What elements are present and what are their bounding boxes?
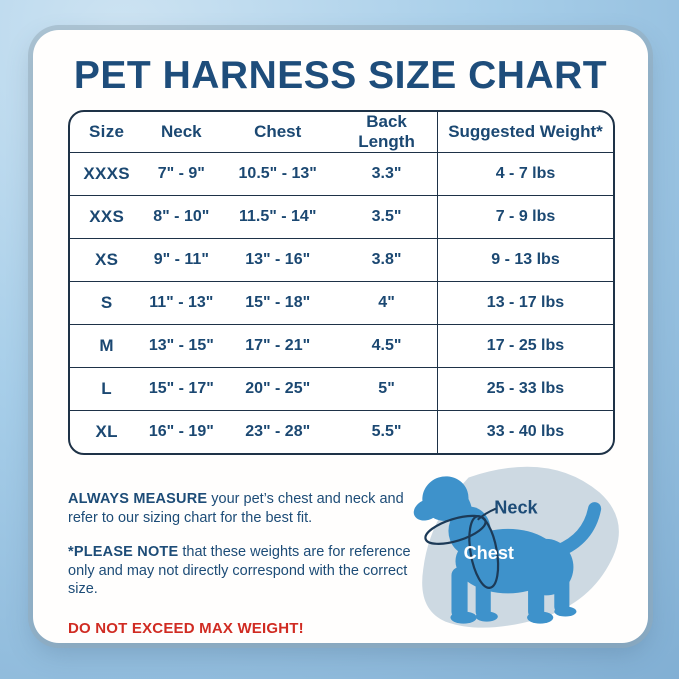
neck-label-pointer bbox=[477, 507, 497, 521]
table-row: S 11" - 13" 15" - 18" 4" 13 - 17 lbs bbox=[70, 281, 613, 324]
chest-cell: 13" - 16" bbox=[245, 251, 311, 268]
chest-cell: 15" - 18" bbox=[245, 294, 311, 311]
neck-cell: 9" - 11" bbox=[153, 251, 209, 268]
neck-cell: 7" - 9" bbox=[157, 165, 205, 182]
weight-cell: 33 - 40 lbs bbox=[437, 411, 613, 453]
back-length-cell: 5.5" bbox=[371, 423, 402, 440]
neck-cell: 13" - 15" bbox=[148, 337, 214, 354]
notes-section: ALWAYS MEASURE your pet’s chest and neck… bbox=[68, 490, 418, 654]
chest-cell: 10.5" - 13" bbox=[238, 165, 317, 182]
size-cell: M bbox=[99, 336, 114, 355]
weight-cell: 9 - 13 lbs bbox=[437, 239, 613, 281]
size-chart-card: PET HARNESS SIZE CHART Size Neck Chest B… bbox=[33, 30, 648, 643]
size-cell: XXXS bbox=[83, 164, 130, 183]
table-header-row: Size Neck Chest Back Length Suggested We… bbox=[70, 112, 613, 152]
dog-measurement-diagram: Neck Chest bbox=[413, 466, 619, 628]
note-please-note-text: that these weights are for reference onl… bbox=[68, 543, 411, 598]
back-length-cell: 5" bbox=[378, 380, 395, 397]
table-row: XXS 8" - 10" 11.5" - 14" 3.5" 7 - 9 lbs bbox=[70, 195, 613, 238]
column-header-suggested-weight: Suggested Weight* bbox=[437, 112, 613, 152]
weight-cell: 17 - 25 lbs bbox=[437, 325, 613, 367]
chest-label: Chest bbox=[464, 543, 514, 563]
neck-cell: 11" - 13" bbox=[149, 294, 214, 311]
chest-cell: 20" - 25" bbox=[245, 380, 311, 397]
note-always-measure-text: your pet’s chest and neck and refer to o… bbox=[68, 491, 404, 526]
column-header-chest: Chest bbox=[254, 122, 302, 141]
chest-measure-loop bbox=[468, 515, 500, 589]
size-cell: L bbox=[101, 379, 112, 398]
column-header-back-length: Back Length bbox=[358, 112, 415, 151]
note-please-note-lead: *PLEASE NOTE bbox=[68, 543, 179, 560]
weight-cell: 7 - 9 lbs bbox=[437, 196, 613, 238]
neck-cell: 16" - 19" bbox=[148, 423, 214, 440]
chest-cell: 17" - 21" bbox=[245, 337, 311, 354]
weight-cell: 13 - 17 lbs bbox=[437, 282, 613, 324]
back-length-cell: 3.8" bbox=[371, 251, 402, 268]
size-cell: XL bbox=[95, 422, 118, 441]
column-header-neck: Neck bbox=[160, 122, 202, 141]
size-cell: S bbox=[100, 293, 113, 312]
size-cell: XXS bbox=[89, 207, 125, 226]
dog-tail bbox=[551, 502, 602, 558]
back-length-cell: 3.5" bbox=[371, 208, 402, 225]
chest-cell: 23" - 28" bbox=[245, 423, 311, 440]
table-row: XL 16" - 19" 23" - 28" 5.5" 33 - 40 lbs bbox=[70, 410, 613, 453]
chest-cell: 11.5" - 14" bbox=[238, 208, 317, 225]
neck-label: Neck bbox=[494, 498, 538, 518]
note-please-note: *PLEASE NOTE that these weights are for … bbox=[68, 543, 418, 600]
neck-cell: 15" - 17" bbox=[148, 380, 214, 397]
page-title: PET HARNESS SIZE CHART bbox=[73, 54, 608, 97]
size-table: Size Neck Chest Back Length Suggested We… bbox=[68, 110, 615, 455]
back-length-cell: 4" bbox=[378, 294, 395, 311]
neck-cell: 8" - 10" bbox=[153, 208, 210, 225]
max-weight-warning: DO NOT EXCEED MAX WEIGHT! bbox=[68, 620, 304, 638]
size-cell: XS bbox=[95, 250, 119, 269]
note-always-measure-lead: ALWAYS MEASURE bbox=[68, 491, 208, 507]
table-row: M 13" - 15" 17" - 21" 4.5" 17 - 25 lbs bbox=[70, 324, 613, 367]
back-length-cell: 4.5" bbox=[371, 337, 402, 354]
table-row: XS 9" - 11" 13" - 16" 3.8" 9 - 13 lbs bbox=[70, 238, 613, 281]
table-row: XXXS 7" - 9" 10.5" - 13" 3.3" 4 - 7 lbs bbox=[70, 152, 613, 195]
weight-cell: 25 - 33 lbs bbox=[437, 368, 613, 410]
dog-silhouette bbox=[413, 476, 602, 624]
column-header-size: Size bbox=[89, 122, 125, 141]
weight-cell: 4 - 7 lbs bbox=[437, 153, 613, 195]
table-row: L 15" - 17" 20" - 25" 5" 25 - 33 lbs bbox=[70, 367, 613, 410]
note-always-measure: ALWAYS MEASURE your pet’s chest and neck… bbox=[68, 490, 418, 528]
back-length-cell: 3.3" bbox=[371, 165, 402, 182]
